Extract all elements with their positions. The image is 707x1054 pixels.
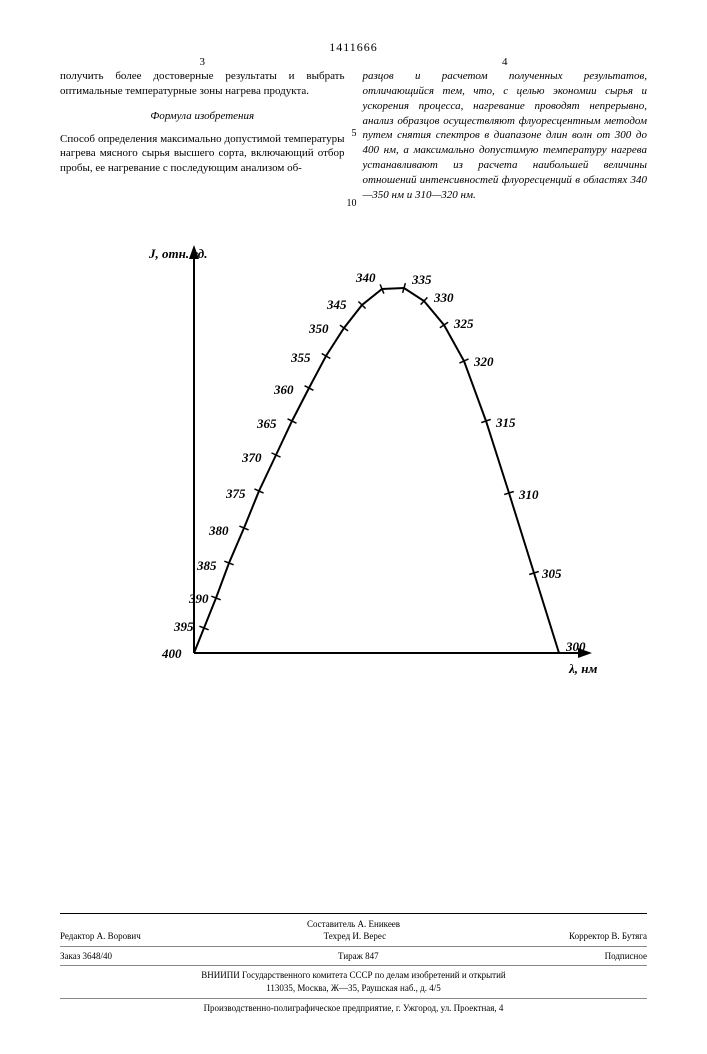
col-number-left: 3 (200, 55, 206, 70)
footer-tirazh: Тираж 847 (338, 950, 379, 963)
margin-line-10: 10 (347, 197, 357, 211)
footer-printer: Производственно-полиграфическое предприя… (60, 998, 647, 1015)
left-paragraph-2: Способ определения максимально допус­тим… (60, 133, 345, 175)
svg-text:385: 385 (196, 558, 217, 573)
svg-text:310: 310 (518, 487, 539, 502)
svg-text:315: 315 (495, 415, 516, 430)
svg-text:340: 340 (355, 270, 376, 285)
svg-text:395: 395 (173, 619, 194, 634)
svg-text:380: 380 (208, 523, 229, 538)
fluorescence-chart: J, отн. ед. λ, нм 400 395 390 385 380 375 370 365… (94, 233, 614, 703)
svg-text:390: 390 (188, 591, 209, 606)
two-column-text: 3 получить более достоверные результаты … (60, 69, 647, 203)
footer-org2: 113035, Москва, Ж—35, Раушская наб., д. … (60, 982, 647, 995)
right-paragraph-1: разцов и расчетом полученных результатов… (363, 70, 648, 201)
footer-block: Составитель А. Еникеев Редактор А. Воров… (60, 913, 647, 1015)
svg-text:335: 335 (411, 272, 432, 287)
svg-text:375: 375 (225, 486, 246, 501)
svg-text:355: 355 (290, 350, 311, 365)
svg-text:400: 400 (161, 646, 182, 661)
svg-text:350: 350 (308, 321, 329, 336)
left-column: 3 получить более достоверные результаты … (60, 69, 345, 203)
svg-text:330: 330 (433, 290, 454, 305)
svg-text:360: 360 (273, 382, 294, 397)
svg-text:λ, нм: λ, нм (568, 661, 597, 676)
footer-editor: Редактор А. Ворович (60, 930, 141, 943)
footer-sign: Подписное (605, 950, 647, 963)
footer-compiler: Составитель А. Еникеев (60, 918, 647, 931)
footer-corrector: Корректор В. Бутяга (569, 930, 647, 943)
svg-text:345: 345 (326, 297, 347, 312)
left-paragraph-1: получить более достоверные результаты и … (60, 70, 345, 97)
footer-org1: ВНИИПИ Государственного комитета СССР по… (60, 969, 647, 982)
svg-text:370: 370 (241, 450, 262, 465)
formula-title: Формула изобретения (60, 109, 345, 124)
svg-text:320: 320 (473, 354, 494, 369)
right-column: 4 разцов и расчетом полученных результат… (363, 69, 648, 203)
footer-tech: Техред И. Верес (324, 930, 386, 943)
margin-line-5: 5 (352, 127, 357, 141)
footer-order: Заказ 3648/40 (60, 950, 112, 963)
svg-text:365: 365 (256, 416, 277, 431)
svg-text:J, отн. ед.: J, отн. ед. (148, 246, 207, 261)
svg-text:300: 300 (565, 639, 586, 654)
document-number: 1411666 (60, 40, 647, 55)
svg-text:325: 325 (453, 316, 474, 331)
svg-text:305: 305 (541, 566, 562, 581)
col-number-right: 4 (502, 55, 508, 70)
